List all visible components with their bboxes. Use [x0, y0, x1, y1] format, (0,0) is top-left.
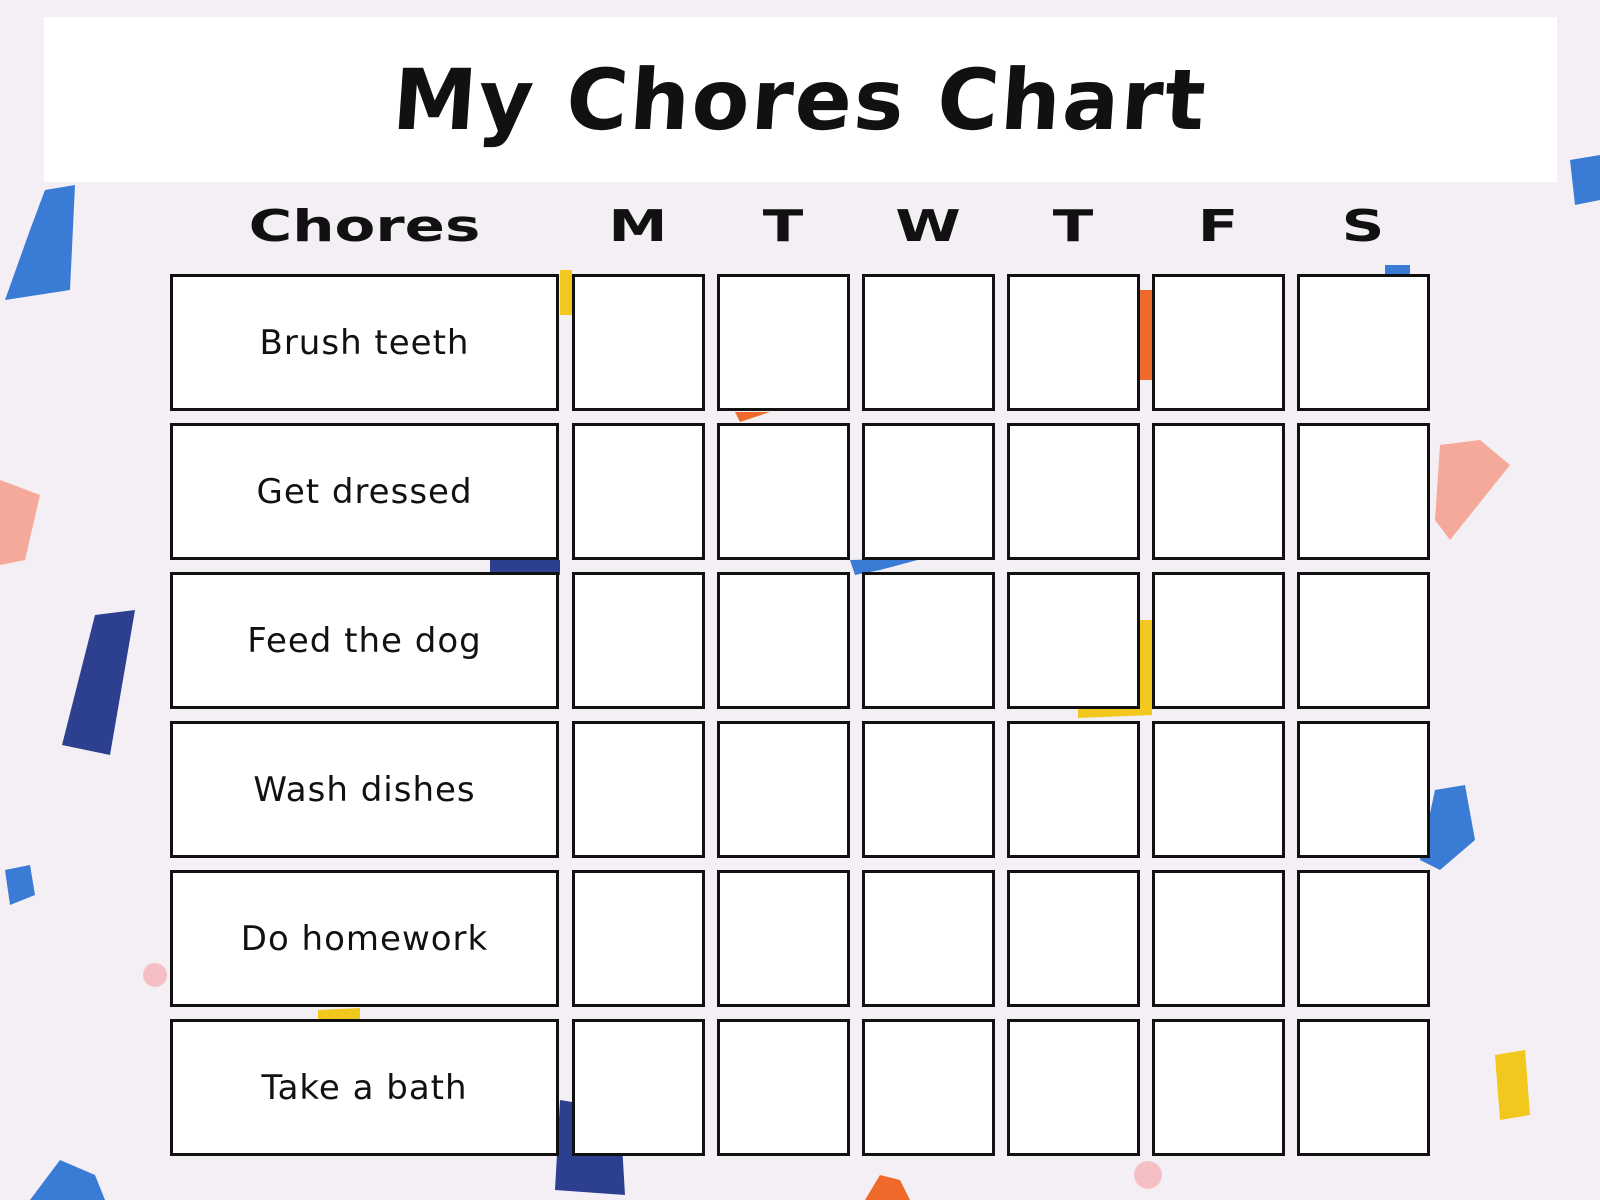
confetti-shape [30, 1160, 105, 1200]
header-day: F [1197, 200, 1239, 252]
checkbox-cell[interactable] [862, 1019, 995, 1156]
checkbox-cell[interactable] [1007, 870, 1140, 1007]
checkbox-cell[interactable] [572, 274, 705, 411]
checkbox-cell[interactable] [572, 572, 705, 709]
header-day: M [608, 200, 668, 252]
checkbox-cell[interactable] [862, 721, 995, 858]
checkbox-cell[interactable] [717, 1019, 850, 1156]
checkbox-cell[interactable] [1297, 870, 1430, 1007]
confetti-shape [5, 185, 75, 300]
header-day: W [895, 200, 961, 252]
checkbox-cell[interactable] [572, 870, 705, 1007]
confetti-shape [143, 963, 167, 987]
confetti-shape [1134, 1161, 1162, 1189]
checkbox-cell[interactable] [1007, 274, 1140, 411]
checkbox-cell[interactable] [1007, 721, 1140, 858]
checkbox-cell[interactable] [1152, 870, 1285, 1007]
checkbox-cell[interactable] [1297, 1019, 1430, 1156]
checkbox-cell[interactable] [1007, 572, 1140, 709]
header-day: T [1052, 200, 1094, 252]
checkbox-cell[interactable] [717, 572, 850, 709]
header-day: T [762, 200, 804, 252]
confetti-shape [850, 558, 925, 575]
confetti-shape [1435, 440, 1510, 540]
chore-label: Take a bath [170, 1019, 559, 1156]
checkbox-cell[interactable] [1297, 274, 1430, 411]
checkbox-cell[interactable] [1152, 1019, 1285, 1156]
confetti-shape [1140, 290, 1155, 380]
confetti-shape [0, 480, 40, 565]
checkbox-cell[interactable] [862, 423, 995, 560]
confetti-shape [1570, 155, 1600, 205]
checkbox-cell[interactable] [1007, 1019, 1140, 1156]
confetti-shape [865, 1175, 910, 1200]
checkbox-cell[interactable] [572, 1019, 705, 1156]
chore-label: Feed the dog [170, 572, 559, 709]
confetti-shape [1495, 1050, 1530, 1120]
header-chores: Chores [248, 200, 481, 252]
checkbox-cell[interactable] [717, 721, 850, 858]
header-day: S [1341, 200, 1385, 252]
confetti-shape [490, 560, 560, 575]
title-banner: My Chores Chart [44, 17, 1557, 182]
confetti-shape [62, 610, 135, 755]
chore-label: Do homework [170, 870, 559, 1007]
confetti-shape [5, 865, 35, 905]
confetti-shape [1420, 785, 1475, 870]
chore-label: Get dressed [170, 423, 559, 560]
checkbox-cell[interactable] [1152, 572, 1285, 709]
checkbox-cell[interactable] [1152, 721, 1285, 858]
checkbox-cell[interactable] [1297, 721, 1430, 858]
checkbox-cell[interactable] [1152, 423, 1285, 560]
confetti-shape [735, 412, 770, 422]
checkbox-cell[interactable] [717, 870, 850, 1007]
checkbox-cell[interactable] [572, 423, 705, 560]
checkbox-cell[interactable] [717, 274, 850, 411]
checkbox-cell[interactable] [862, 572, 995, 709]
checkbox-cell[interactable] [862, 870, 995, 1007]
checkbox-cell[interactable] [572, 721, 705, 858]
confetti-shape [560, 270, 572, 315]
chore-label: Wash dishes [170, 721, 559, 858]
checkbox-cell[interactable] [1007, 423, 1140, 560]
page-title: My Chores Chart [390, 50, 1211, 149]
checkbox-cell[interactable] [1297, 572, 1430, 709]
confetti-shape [318, 1008, 360, 1020]
checkbox-cell[interactable] [717, 423, 850, 560]
chore-label: Brush teeth [170, 274, 559, 411]
checkbox-cell[interactable] [1297, 423, 1430, 560]
checkbox-cell[interactable] [1152, 274, 1285, 411]
checkbox-cell[interactable] [862, 274, 995, 411]
